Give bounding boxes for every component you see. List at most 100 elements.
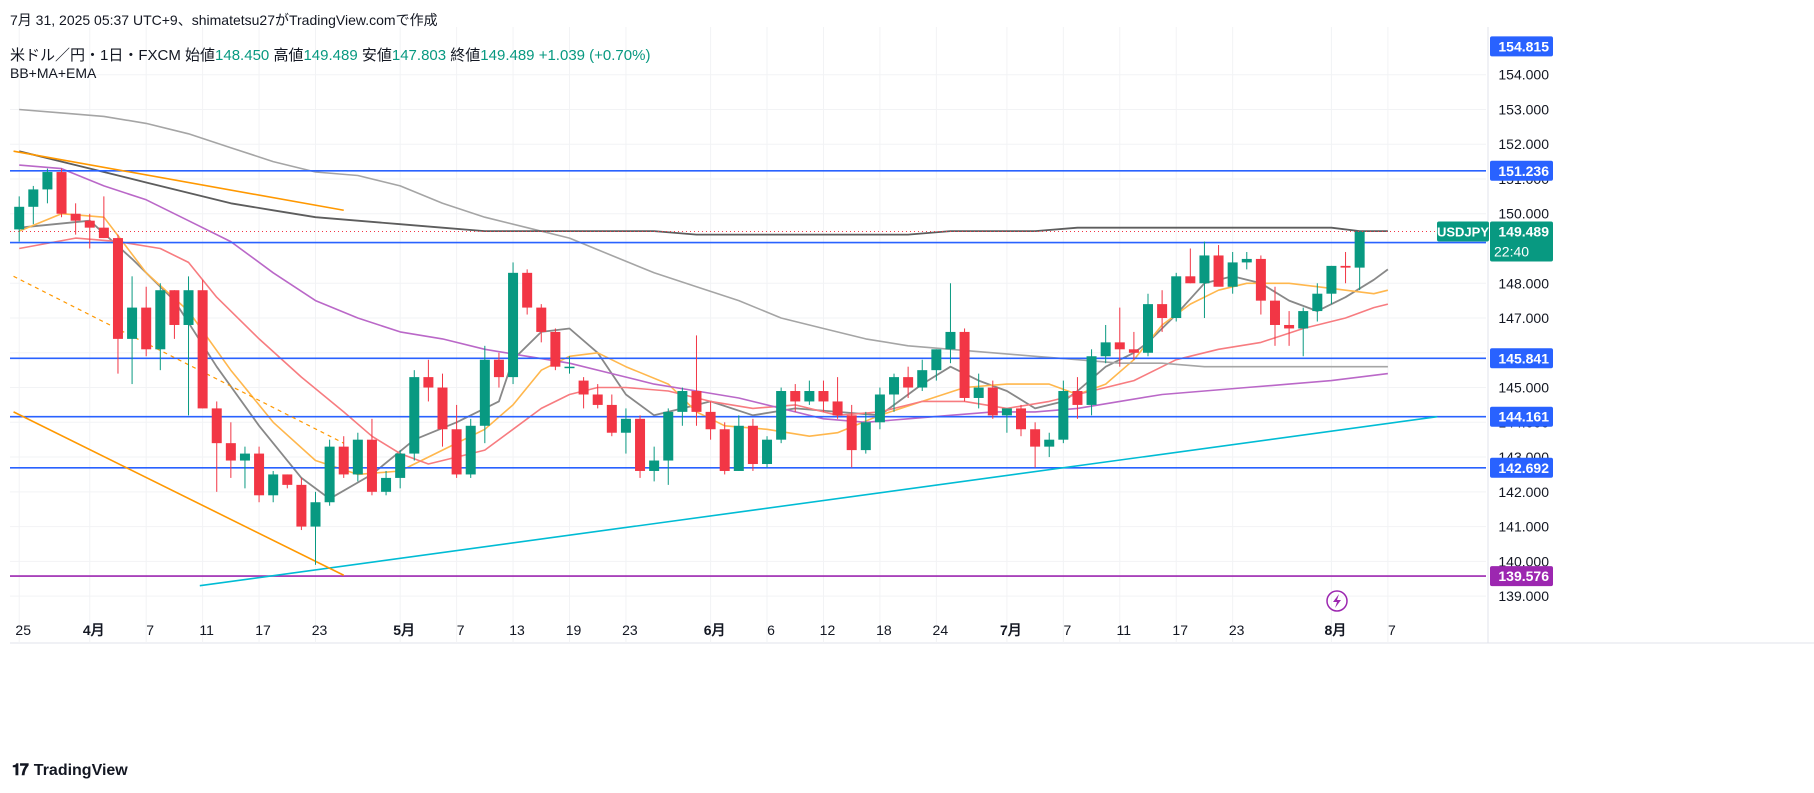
candle[interactable] xyxy=(84,213,95,249)
price-label-154.815[interactable]: 154.815 xyxy=(1490,36,1553,57)
candle[interactable] xyxy=(479,345,490,444)
candle[interactable] xyxy=(705,401,716,440)
candle[interactable] xyxy=(550,328,561,371)
candle[interactable] xyxy=(987,380,998,419)
candle[interactable] xyxy=(423,359,434,402)
candle[interactable] xyxy=(508,262,519,385)
candle[interactable] xyxy=(197,279,208,409)
candle[interactable] xyxy=(239,446,250,489)
candle[interactable] xyxy=(183,276,194,416)
candle[interactable] xyxy=(1312,283,1323,322)
candle[interactable] xyxy=(155,283,166,371)
candle[interactable] xyxy=(1128,331,1139,360)
candle[interactable] xyxy=(860,411,871,454)
candle[interactable] xyxy=(1326,265,1337,305)
price-axis[interactable]: 154.000153.000152.000151.000150.000148.0… xyxy=(1437,36,1553,604)
trendlines[interactable] xyxy=(13,150,1438,587)
candle[interactable] xyxy=(28,185,39,225)
candle[interactable] xyxy=(1284,311,1295,346)
candle[interactable] xyxy=(522,269,533,315)
candle[interactable] xyxy=(211,401,222,492)
candle[interactable] xyxy=(1171,272,1182,322)
candle[interactable] xyxy=(1072,377,1083,419)
candle[interactable] xyxy=(338,436,349,478)
tradingview-logo[interactable]: 𝟏𝟕 TradingView xyxy=(12,762,128,780)
candle[interactable] xyxy=(747,418,758,471)
candle[interactable] xyxy=(1100,324,1111,364)
price-label-142.692[interactable]: 142.692 xyxy=(1490,457,1553,478)
candle[interactable] xyxy=(818,380,829,412)
candle[interactable] xyxy=(1058,380,1069,444)
candle[interactable] xyxy=(959,328,970,402)
current-price-label[interactable]: 149.489 22:40 xyxy=(1490,221,1553,262)
candle[interactable] xyxy=(324,439,335,506)
candle[interactable] xyxy=(620,408,631,454)
candle[interactable] xyxy=(1199,241,1210,319)
candle[interactable] xyxy=(846,404,857,468)
candle[interactable] xyxy=(14,196,25,242)
candle[interactable] xyxy=(931,349,942,381)
candle[interactable] xyxy=(1030,422,1041,468)
candle[interactable] xyxy=(268,470,279,503)
price-label-151.236[interactable]: 151.236 xyxy=(1490,160,1553,181)
candle[interactable] xyxy=(762,436,773,468)
candle[interactable] xyxy=(310,491,321,565)
candle[interactable] xyxy=(1016,404,1027,437)
candle[interactable] xyxy=(225,422,236,478)
candle[interactable] xyxy=(1340,251,1351,284)
candle[interactable] xyxy=(719,422,730,475)
candle[interactable] xyxy=(465,418,476,478)
price-label-144.161[interactable]: 144.161 xyxy=(1490,406,1553,427)
candle[interactable] xyxy=(677,387,688,426)
candle[interactable] xyxy=(832,377,843,419)
candle[interactable] xyxy=(917,359,928,392)
candle[interactable] xyxy=(437,373,448,447)
candle[interactable] xyxy=(296,477,307,531)
candle[interactable] xyxy=(1157,290,1168,332)
trendline[interactable] xyxy=(199,415,1438,587)
candle[interactable] xyxy=(169,290,180,339)
candle[interactable] xyxy=(1298,307,1309,357)
indicator-legend[interactable]: BB+MA+EMA xyxy=(10,65,97,81)
candle[interactable] xyxy=(790,384,801,412)
candle[interactable] xyxy=(1086,349,1097,416)
candle[interactable] xyxy=(1227,251,1238,294)
candle[interactable] xyxy=(1255,255,1266,315)
candle[interactable] xyxy=(56,168,67,218)
candle[interactable] xyxy=(889,373,900,412)
candle[interactable] xyxy=(592,384,603,409)
time-axis[interactable]: 25 4月 7 11 17 23 5月 7 13 19 23 6月 6 12 18 24 7月 7 11 17 23 8月… xyxy=(15,622,1396,638)
candle[interactable] xyxy=(1241,251,1252,270)
candle[interactable] xyxy=(254,446,265,503)
candle[interactable] xyxy=(903,366,914,398)
candle[interactable] xyxy=(395,450,406,489)
candle[interactable] xyxy=(1143,293,1153,357)
candle[interactable] xyxy=(1269,286,1280,346)
candle[interactable] xyxy=(451,404,462,478)
candle[interactable] xyxy=(381,470,392,496)
horizontal-levels[interactable] xyxy=(10,169,1486,577)
price-label-139.576[interactable]: 139.576 xyxy=(1490,566,1553,587)
candle[interactable] xyxy=(141,286,152,357)
candle[interactable] xyxy=(352,432,363,482)
candle[interactable] xyxy=(98,196,109,239)
candle[interactable] xyxy=(776,387,787,444)
candle[interactable] xyxy=(733,415,744,471)
candle[interactable] xyxy=(536,304,547,343)
candle[interactable] xyxy=(945,283,956,364)
candles[interactable] xyxy=(14,168,1365,565)
symbol-tag[interactable]: USDJPY xyxy=(1437,221,1489,242)
candle[interactable] xyxy=(973,373,984,409)
price-label-145.841[interactable]: 145.841 xyxy=(1490,348,1553,369)
candle[interactable] xyxy=(1354,231,1365,291)
candle[interactable] xyxy=(112,234,123,374)
candle[interactable] xyxy=(874,387,885,430)
candle[interactable] xyxy=(409,370,420,461)
trendline[interactable] xyxy=(13,411,345,576)
candle[interactable] xyxy=(493,352,504,388)
candle[interactable] xyxy=(70,203,81,235)
candle[interactable] xyxy=(804,380,815,405)
candle[interactable] xyxy=(1185,248,1196,284)
candle[interactable] xyxy=(1213,245,1224,287)
